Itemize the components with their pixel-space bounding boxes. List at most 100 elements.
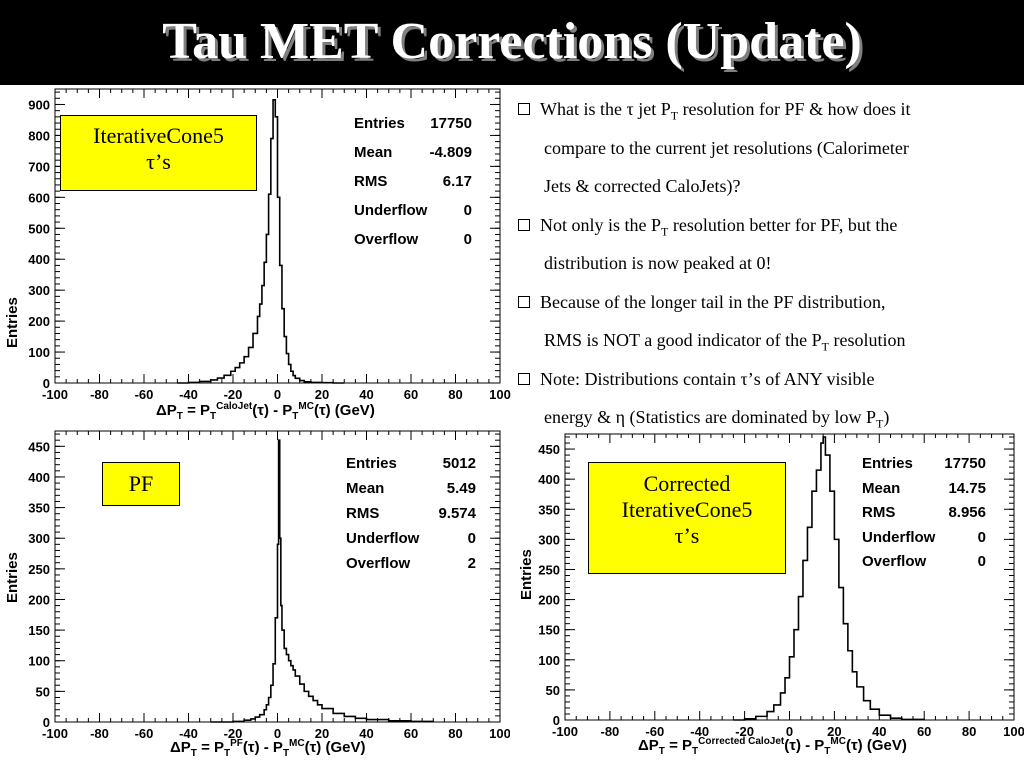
- stat-label: Underflow: [346, 530, 419, 547]
- x-axis-label-part: (τ) (GeV): [846, 737, 907, 754]
- stat-row: Mean -4.809: [354, 144, 472, 173]
- x-tick-label: -80: [601, 724, 620, 739]
- bullet-line: compare to the current jet resolutions (…: [540, 129, 1016, 168]
- bullet-item: Because of the longer tail in the PF dis…: [516, 283, 1016, 360]
- x-axis-label-part: (τ) - P: [243, 739, 283, 756]
- y-tick-label: 300: [28, 283, 50, 298]
- stat-label: Mean: [862, 480, 900, 497]
- stat-label: Underflow: [862, 529, 935, 546]
- x-axis-label-part: Corrected CaloJet: [698, 736, 784, 747]
- stat-row: Overflow 2: [346, 555, 476, 580]
- x-axis-label-part: T: [292, 411, 298, 422]
- x-axis-label: ΔPT = PTPF(τ) - PTMC(τ) (GeV): [170, 738, 365, 759]
- tag-line: IterativeCone5: [61, 123, 256, 149]
- x-axis-label-part: MC: [289, 738, 305, 749]
- stat-row: Mean 14.75: [862, 480, 986, 505]
- x-axis-label-part: = P: [665, 737, 692, 754]
- y-tick-label: 500: [28, 221, 50, 236]
- stat-value: 17750: [430, 115, 472, 132]
- stat-label: Mean: [346, 480, 384, 497]
- bullet-line: distribution is now peaked at 0!: [540, 244, 1016, 283]
- x-tick-label: -40: [179, 387, 198, 402]
- x-axis-label: ΔPT = PTCaloJet(τ) - PTMC(τ) (GeV): [156, 401, 375, 422]
- stat-value: 14.75: [948, 480, 986, 497]
- x-tick-label: -80: [90, 726, 109, 741]
- x-axis-label-part: ΔP: [156, 402, 177, 419]
- x-axis-label-part: PF: [230, 738, 243, 749]
- stats-box-pf: Entries 5012 Mean 5.49 RMS 9.574 Underflow 0…: [346, 455, 476, 580]
- y-tick-label: 200: [538, 593, 560, 608]
- y-tick-label: 350: [28, 501, 50, 516]
- tag-line: IterativeCone5: [589, 497, 785, 523]
- y-tick-label: 100: [538, 653, 560, 668]
- stats-box-corrected: Entries 17750 Mean 14.75 RMS 8.956 Underflo…: [862, 455, 986, 578]
- x-tick-label: -60: [135, 726, 154, 741]
- tag-line: τ’s: [61, 149, 256, 175]
- y-tick-label: 50: [36, 684, 50, 699]
- y-tick-label: 350: [538, 502, 560, 517]
- stat-row: Overflow 0: [862, 553, 986, 578]
- stat-label: RMS: [862, 504, 895, 521]
- x-tick-label: 100: [489, 726, 511, 741]
- stat-value: 6.17: [443, 173, 472, 190]
- stat-value: 5012: [443, 455, 476, 472]
- stat-label: Overflow: [354, 231, 418, 248]
- y-tick-label: 50: [546, 683, 560, 698]
- x-axis-label-part: = P: [197, 739, 224, 756]
- y-tick-label: 100: [28, 345, 50, 360]
- y-tick-label: 150: [538, 623, 560, 638]
- y-tick-label: 400: [538, 472, 560, 487]
- x-tick-label: 0: [274, 387, 281, 402]
- x-tick-label: 40: [359, 387, 373, 402]
- bullet-line: What is the τ jet PT resolution for PF &…: [540, 90, 1016, 129]
- stat-value: 0: [978, 529, 986, 546]
- x-tick-label: -80: [90, 387, 109, 402]
- x-axis-label-part: (τ) - P: [784, 737, 824, 754]
- y-tick-label: 900: [28, 97, 50, 112]
- x-axis-label-part: T: [224, 748, 230, 759]
- stat-value: 9.574: [438, 505, 476, 522]
- stats-box-calojet: Entries 17750 Mean -4.809 RMS 6.17 Underflo…: [354, 115, 472, 260]
- x-axis-label-part: T: [692, 746, 698, 757]
- bullet-line: Jets & corrected CaloJets)?: [540, 167, 1016, 206]
- stat-value: 5.49: [447, 480, 476, 497]
- tag-line: τ’s: [589, 523, 785, 549]
- stat-value: 0: [978, 553, 986, 570]
- y-tick-label: 250: [28, 562, 50, 577]
- stat-label: Entries: [862, 455, 913, 472]
- stat-row: Mean 5.49: [346, 480, 476, 505]
- stat-row: Entries 17750: [354, 115, 472, 144]
- stat-label: Underflow: [354, 202, 427, 219]
- stat-value: 0: [464, 202, 472, 219]
- stat-value: 0: [464, 231, 472, 248]
- stat-label: Entries: [354, 115, 405, 132]
- checkbox-bullet-icon: [518, 373, 530, 385]
- stat-label: Overflow: [862, 553, 926, 570]
- stat-label: RMS: [346, 505, 379, 522]
- y-tick-label: 400: [28, 252, 50, 267]
- histogram-panel-pf: -100 -80 -60 -40 -20 0 20 40 60 80 100 0 50 100 150 200…: [0, 428, 510, 768]
- stat-row: Underflow 0: [862, 529, 986, 554]
- y-tick-label: 600: [28, 190, 50, 205]
- y-tick-label: 450: [28, 439, 50, 454]
- x-tick-label: 60: [404, 387, 418, 402]
- checkbox-bullet-icon: [518, 219, 530, 231]
- tag-box-corrected: Corrected IterativeCone5 τ’s: [588, 462, 786, 574]
- y-tick-label: 150: [28, 623, 50, 638]
- histogram-panel-calojet: -100 -80 -60 -40 -20 0 20 40 60 80 100 0 100 200 300 40…: [0, 85, 510, 425]
- y-tick-label: 700: [28, 159, 50, 174]
- y-axis-label: Entries: [4, 552, 21, 603]
- stat-value: 2: [468, 555, 476, 572]
- bullet-line: Because of the longer tail in the PF dis…: [540, 283, 1016, 322]
- y-tick-label: 0: [553, 713, 560, 728]
- bullet-line: energy & η (Statistics are dominated by …: [540, 398, 1016, 437]
- x-tick-label: 100: [1003, 724, 1024, 739]
- stat-row: RMS 6.17: [354, 173, 472, 202]
- bullet-line: RMS is NOT a good indicator of the PT re…: [540, 321, 1016, 360]
- stat-row: Entries 5012: [346, 455, 476, 480]
- y-tick-label: 300: [28, 531, 50, 546]
- x-tick-label: 80: [962, 724, 976, 739]
- x-tick-label: 60: [404, 726, 418, 741]
- y-axis-label: Entries: [4, 297, 21, 348]
- x-axis-label-part: CaloJet: [216, 401, 252, 412]
